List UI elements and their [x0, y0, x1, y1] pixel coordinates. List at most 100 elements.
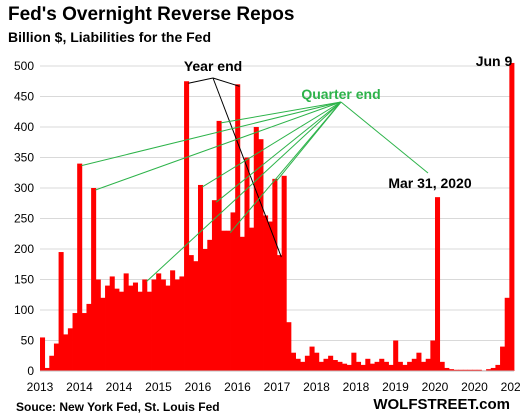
bar: [323, 358, 329, 371]
bar: [342, 363, 348, 371]
bar: [67, 328, 73, 371]
annotation-label: Year end: [184, 58, 242, 74]
x-tick-label: 2014: [106, 380, 133, 394]
bar: [397, 361, 403, 371]
bar: [58, 252, 64, 371]
bar: [249, 227, 255, 371]
x-tick-label: 2016: [185, 380, 212, 394]
bar: [318, 361, 324, 371]
bar: [114, 288, 120, 371]
bar: [123, 273, 129, 371]
bar: [128, 285, 134, 371]
bar: [472, 369, 478, 371]
y-tick-label: 450: [14, 90, 34, 104]
chart-subtitle: Billion $, Liabilities for the Fed: [8, 29, 212, 45]
brand-logo: WOLFSTREET.com: [373, 396, 510, 413]
bar: [407, 361, 413, 371]
annotation-leader-line: [215, 101, 342, 203]
bar: [188, 255, 194, 371]
bar: [146, 291, 152, 371]
bar: [184, 81, 190, 371]
bar: [95, 279, 101, 371]
y-tick-label: 100: [14, 303, 34, 317]
bar: [486, 369, 492, 371]
bar: [211, 200, 217, 371]
annotation-label: Mar 31, 2020: [388, 175, 471, 191]
bar: [132, 282, 138, 371]
x-tick-label: 2018: [343, 380, 370, 394]
bar: [258, 139, 264, 371]
annotation-leader-line: [212, 77, 240, 87]
bar: [416, 352, 422, 371]
bar: [421, 361, 427, 371]
annotation-leader-line: [95, 101, 342, 191]
x-tick-label: 2015: [145, 380, 172, 394]
bar: [165, 285, 171, 371]
bar: [504, 297, 510, 371]
bar: [444, 367, 450, 371]
bar: [277, 255, 283, 371]
bar: [435, 197, 441, 371]
bar: [458, 369, 464, 371]
bar: [281, 175, 287, 371]
bar: [179, 276, 185, 371]
x-tick-label: 2017: [264, 380, 291, 394]
y-tick-label: 0: [27, 364, 34, 378]
y-tick-label: 200: [14, 242, 34, 256]
bar: [160, 279, 166, 371]
bar: [304, 355, 310, 371]
bar: [119, 291, 125, 371]
x-tick-label: 2016: [224, 380, 251, 394]
bar: [356, 361, 362, 371]
bar: [91, 188, 97, 371]
bar: [244, 157, 250, 371]
annotation-leader-line: [220, 101, 342, 124]
bar: [156, 273, 162, 371]
y-tick-label: 50: [21, 334, 35, 348]
bar: [425, 358, 431, 371]
bar: [77, 163, 83, 371]
annotation-leader-line: [188, 77, 214, 84]
bar: [500, 346, 506, 371]
bar: [314, 352, 320, 371]
bar: [462, 369, 468, 371]
bar: [430, 340, 436, 371]
x-tick-label: 2014: [66, 380, 93, 394]
bar: [286, 322, 292, 371]
bar: [448, 369, 454, 371]
bar: [467, 369, 473, 371]
bar: [235, 84, 241, 372]
bar: [476, 369, 482, 371]
bar: [365, 358, 371, 371]
bar: [490, 367, 496, 371]
bar: [267, 221, 273, 371]
annotation-leader-line: [146, 101, 342, 282]
bar: [337, 361, 343, 371]
bar: [402, 364, 408, 371]
bar: [170, 270, 176, 371]
bar: [346, 364, 352, 371]
bar: [105, 285, 111, 371]
y-tick-label: 250: [14, 212, 34, 226]
x-tick-label: 2018: [303, 380, 330, 394]
annotation-leader-line: [340, 101, 429, 174]
bar: [230, 212, 236, 371]
bar: [374, 361, 380, 371]
annotation-label: Quarter end: [301, 86, 380, 102]
bar: [137, 291, 143, 371]
x-tick-label: 2019: [382, 380, 409, 394]
bar: [198, 184, 204, 371]
annotation-leader-line: [276, 101, 342, 182]
bar: [72, 313, 78, 371]
bar: [411, 358, 417, 371]
bar: [225, 230, 231, 371]
y-tick-label: 500: [14, 59, 34, 73]
bar: [379, 358, 385, 371]
bar: [453, 369, 459, 371]
bar: [495, 364, 501, 371]
bar: [509, 62, 515, 371]
x-tick-label: 2020: [461, 380, 488, 394]
bar: [174, 279, 180, 371]
bar: [100, 297, 106, 371]
annotation-label: Jun 9: [476, 53, 513, 69]
